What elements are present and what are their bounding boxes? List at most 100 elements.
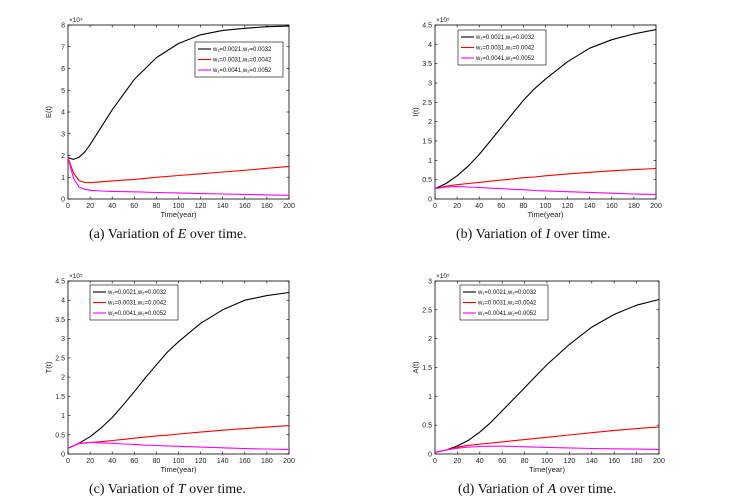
x-tick-label: 60: [498, 458, 506, 465]
x-tick-label: 160: [606, 203, 618, 210]
y-tick-label: 1: [61, 413, 65, 420]
y-tick-label: 1.5: [422, 365, 432, 372]
y-tick-label: 2: [61, 153, 65, 160]
x-tick-label: 160: [239, 203, 251, 210]
y-axis-label: I(t): [411, 107, 420, 117]
y-tick-label: 1.5: [55, 394, 65, 401]
y-multiplier: ×10⁴: [69, 17, 83, 24]
y-tick-label: 0.5: [422, 177, 432, 184]
y-tick-label: 1: [428, 394, 432, 401]
x-tick-label: 80: [520, 203, 528, 210]
y-multiplier: ×10⁵: [436, 273, 450, 280]
y-tick-label: 3.5: [422, 61, 432, 68]
series-line-2: [67, 425, 290, 449]
y-tick-label: 1: [428, 158, 432, 165]
legend-label-3: w₁=0.0041,w₂=0.0052: [107, 311, 167, 317]
x-tick-label: 60: [130, 458, 138, 465]
x-axis-label: Time(year): [161, 210, 197, 219]
legend-label-1: w₁=0.0021,w₂=0.0032: [477, 290, 537, 296]
legend-label-2: w₁=0.0031,w₂=0.0042: [475, 46, 535, 52]
y-tick-label: 0.5: [422, 423, 432, 430]
y-tick-label: 8: [61, 23, 65, 30]
y-multiplier: ×10⁵: [436, 17, 450, 24]
chart-panel-a: 0 20 40 60 80 100 120 140 160 180 200 0 1 2 3 4 5 6 7 8 ×10⁴…: [0, 0, 369, 252]
y-tick-label: 0: [428, 197, 432, 204]
y-tick-label: 2: [61, 375, 65, 382]
chart-panel-c: 0 20 40 60 80 100 120 140 160 180 200 0 0.5 1 1.5 2 2.5 3…: [0, 270, 369, 503]
x-tick-label: 160: [608, 458, 620, 465]
x-tick-label: 60: [130, 203, 138, 210]
x-tick-label: 140: [217, 458, 229, 465]
x-tick-label: 100: [173, 458, 185, 465]
x-tick-label: 80: [153, 203, 161, 210]
y-tick-label: 2: [428, 119, 432, 126]
y-tick-label: 3: [428, 279, 432, 286]
series-line-3: [67, 441, 290, 450]
series-line-3: [67, 157, 290, 196]
y-tick-label: 5: [61, 88, 65, 95]
y-tick-label: 0: [428, 452, 432, 459]
series-line-1: [67, 25, 290, 160]
chart-c-svg: 0 20 40 60 80 100 120 140 160 180 200 0 0.5 1 1.5 2 2.5 3…: [44, 273, 295, 474]
x-tick-label: 0: [433, 203, 437, 210]
caption-a: (a) Variation of E over time.: [89, 227, 247, 242]
x-tick-label: 0: [433, 458, 437, 465]
series-line-2: [434, 426, 660, 453]
x-tick-label: 140: [217, 203, 229, 210]
x-tick-label: 40: [108, 458, 116, 465]
y-tick-label: 7: [61, 44, 65, 51]
x-tick-label: 180: [631, 458, 643, 465]
x-tick-label: 120: [195, 203, 207, 210]
x-tick-label: 120: [195, 458, 207, 465]
x-axis-label: Time(year): [161, 465, 197, 474]
x-tick-label: 20: [454, 458, 462, 465]
legend-label-3: w₁=0.0041,w₂=0.0052: [475, 56, 535, 62]
x-tick-label: 40: [108, 203, 116, 210]
x-tick-label: 20: [86, 458, 94, 465]
y-tick-label: 0: [61, 197, 65, 204]
y-tick-label: 4.5: [55, 279, 65, 286]
caption-b: (b) Variation of I over time.: [456, 227, 611, 242]
y-tick-label: 3.5: [55, 317, 65, 324]
chart-a-svg: 0 20 40 60 80 100 120 140 160 180 200 0 1 2 3 4 5 6 7 8 ×10⁴…: [44, 17, 295, 219]
y-tick-label: 0.5: [55, 432, 65, 439]
series-line-1: [434, 298, 660, 453]
y-tick-label: 1.5: [422, 139, 432, 146]
legend-label-3: w₁=0.0041,w₂=0.0052: [477, 311, 537, 317]
y-tick-label: 6: [61, 66, 65, 73]
x-tick-label: 160: [239, 458, 251, 465]
series-line-3: [434, 445, 660, 453]
y-tick-label: 2.5: [422, 307, 432, 314]
x-tick-label: 140: [584, 203, 596, 210]
legend-label-1: w₁=0.0021,w₂=0.0032: [475, 35, 535, 41]
x-tick-label: 40: [476, 458, 484, 465]
chart-panel-d: 0 20 40 60 80 100 120 140 160 180 200 0 0.5 1 1.5 2 2.5 3…: [369, 270, 738, 503]
series-line-2: [434, 167, 657, 190]
series-line-2: [67, 157, 290, 184]
x-tick-label: 40: [475, 203, 483, 210]
y-multiplier: ×10⁵: [69, 273, 83, 280]
y-tick-label: 4: [61, 298, 65, 305]
y-axis-label: A(t): [411, 361, 420, 374]
y-tick-label: 2.5: [422, 100, 432, 107]
x-axis-label: Time(year): [528, 210, 564, 219]
legend-label-2: w₁=0.0031,w₂=0.0042: [477, 301, 537, 307]
legend-label-1: w₁=0.0021,w₂=0.0032: [107, 290, 167, 296]
series-line-3: [434, 186, 657, 195]
y-tick-label: 3: [61, 131, 65, 138]
y-tick-label: 3: [428, 81, 432, 88]
y-tick-label: 4.5: [422, 23, 432, 30]
legend-label-2: w₁=0.0031,w₂=0.0042: [212, 58, 272, 64]
x-tick-label: 140: [586, 458, 598, 465]
legend-label-1: w₁=0.0021,w₂=0.0032: [212, 47, 272, 53]
x-tick-label: 180: [261, 203, 273, 210]
legend-label-3: w₁=0.0041,w₂=0.0052: [212, 68, 272, 74]
x-tick-label: 80: [521, 458, 529, 465]
x-tick-label: 100: [541, 458, 553, 465]
chart-panel-b: 0 20 40 60 80 100 120 140 160 180 200 0 0.5 1 1.5 2 2.5 3…: [369, 0, 738, 252]
x-tick-label: 200: [653, 458, 665, 465]
chart-d-svg: 0 20 40 60 80 100 120 140 160 180 200 0 0.5 1 1.5 2 2.5 3…: [411, 273, 665, 474]
x-tick-label: 120: [564, 458, 576, 465]
y-tick-label: 4: [428, 42, 432, 49]
x-tick-label: 100: [540, 203, 552, 210]
